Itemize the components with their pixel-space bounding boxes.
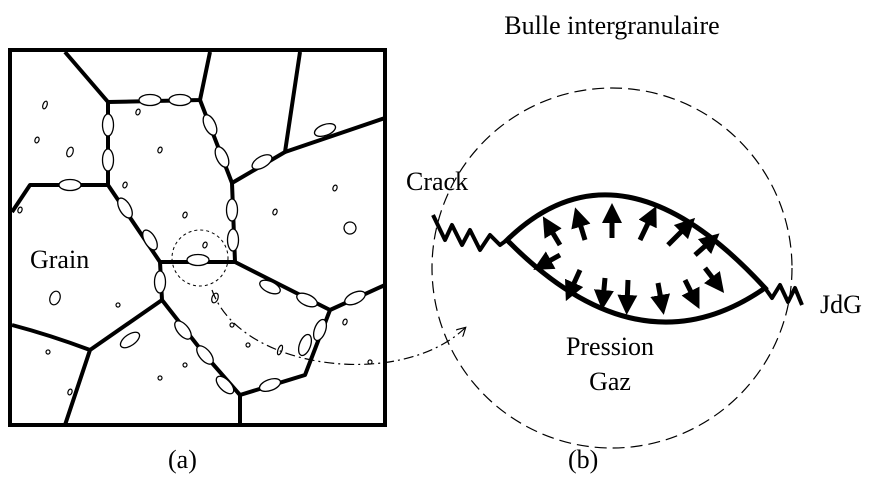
pore xyxy=(122,181,128,188)
grain-boundaries xyxy=(12,52,385,425)
pore xyxy=(342,318,348,325)
pore xyxy=(42,101,48,110)
pore xyxy=(272,208,278,215)
bubble xyxy=(139,95,161,106)
bubble xyxy=(227,199,238,221)
bubble xyxy=(311,318,329,342)
bubble xyxy=(59,180,81,191)
grain-boundary xyxy=(765,285,802,305)
bubble xyxy=(169,95,191,106)
bubble xyxy=(172,318,195,342)
bubble xyxy=(118,329,142,351)
bubble xyxy=(194,343,217,367)
crack-label: Crack xyxy=(406,167,468,196)
gas-label: Gaz xyxy=(589,367,631,396)
pore xyxy=(182,211,188,218)
bubble-detail: Bulle intergranulaire Crack JdG Pression… xyxy=(406,11,862,474)
pore xyxy=(34,136,40,143)
pore xyxy=(157,146,163,153)
bubble xyxy=(228,229,239,251)
figure: Grain (a) Bulle intergranulaire Crack Jd… xyxy=(0,0,880,480)
bubble xyxy=(212,145,231,170)
pore xyxy=(45,349,50,354)
bubble xyxy=(115,196,136,221)
bubble xyxy=(155,271,166,293)
pressure-arrow xyxy=(627,280,628,305)
bubble xyxy=(507,195,765,322)
bubble xyxy=(103,114,114,136)
bubble xyxy=(187,255,209,266)
grain-structure: Grain (a) xyxy=(10,50,385,474)
pore xyxy=(115,302,120,307)
panel-b-label: (b) xyxy=(568,445,598,474)
pore xyxy=(332,184,338,191)
crack xyxy=(433,215,507,250)
bubble xyxy=(250,152,275,173)
bubble xyxy=(200,113,219,138)
pore xyxy=(182,362,187,367)
pore xyxy=(17,206,23,213)
panel-b-title: Bulle intergranulaire xyxy=(504,11,719,40)
panel-a-label: (a) xyxy=(168,445,197,474)
pore xyxy=(157,375,162,380)
pore xyxy=(48,290,62,307)
bubble xyxy=(103,149,114,171)
bubble xyxy=(258,376,282,394)
frame xyxy=(10,50,385,425)
bubble xyxy=(343,288,368,307)
boundary-label: JdG xyxy=(820,290,862,319)
pore xyxy=(65,146,74,157)
grain-label: Grain xyxy=(30,245,89,274)
bubble xyxy=(295,290,320,309)
pore xyxy=(202,241,208,248)
pore xyxy=(135,108,141,115)
pore xyxy=(245,342,250,347)
pressure-label: Pression xyxy=(566,332,654,361)
zoom-arrow xyxy=(212,290,465,364)
pore xyxy=(342,220,357,235)
pressure-arrow xyxy=(603,278,605,300)
pore xyxy=(67,388,73,395)
pore xyxy=(276,345,283,356)
